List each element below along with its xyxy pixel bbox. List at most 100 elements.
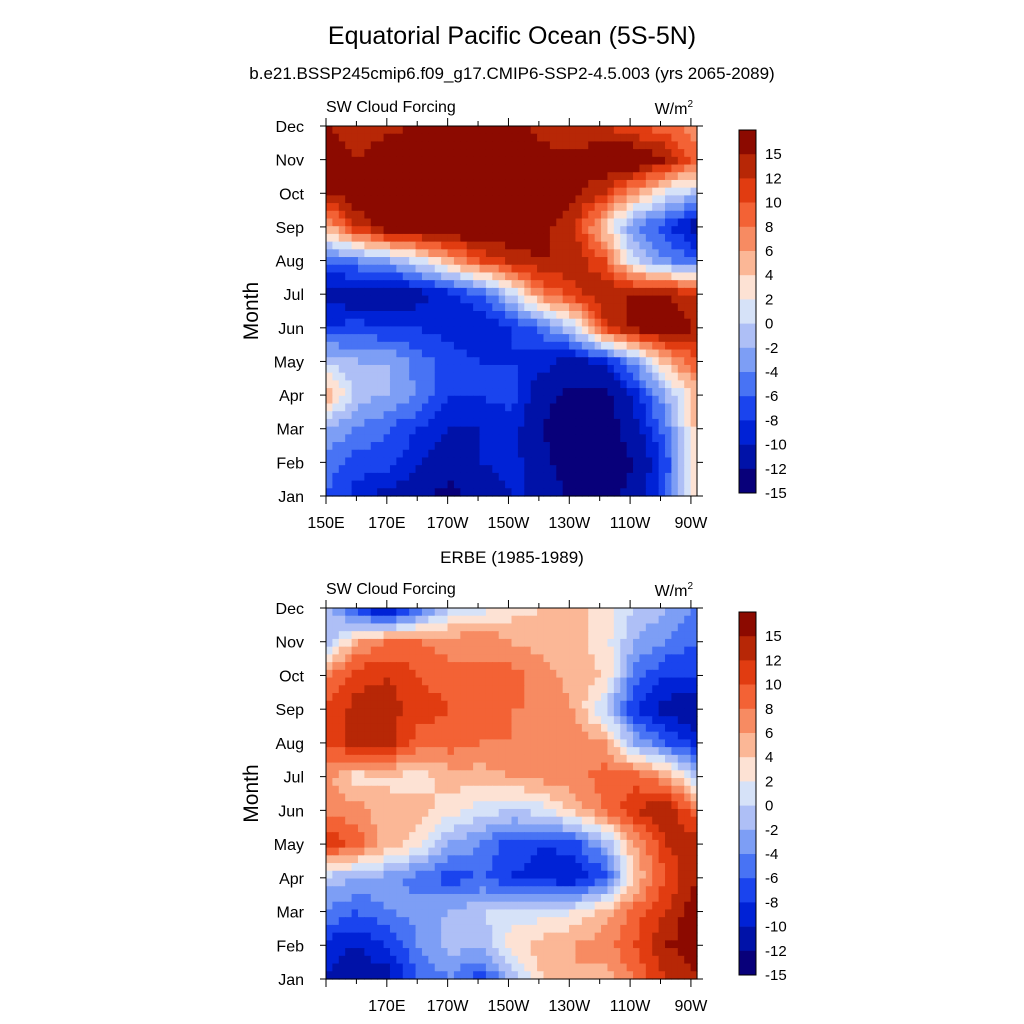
field-cell bbox=[677, 793, 685, 802]
field-cell bbox=[511, 418, 519, 428]
field-cell bbox=[326, 855, 333, 864]
field-cell bbox=[575, 126, 583, 135]
field-cell bbox=[671, 677, 679, 686]
field-cell bbox=[479, 708, 487, 717]
field-cell bbox=[370, 488, 378, 497]
field-cell bbox=[498, 126, 506, 135]
field-cell bbox=[428, 693, 436, 702]
field-cell bbox=[690, 816, 698, 826]
field-cell bbox=[338, 264, 346, 274]
field-cell bbox=[332, 133, 340, 143]
field-cell bbox=[447, 434, 455, 443]
field-cell bbox=[473, 380, 481, 389]
field-cell bbox=[447, 442, 455, 451]
field-cell bbox=[441, 662, 449, 671]
field-cell bbox=[460, 241, 468, 250]
field-cell bbox=[421, 226, 429, 235]
field-cell bbox=[473, 426, 481, 435]
field-cell bbox=[588, 716, 596, 725]
field-cell bbox=[633, 303, 641, 312]
field-cell bbox=[684, 164, 692, 173]
field-cell bbox=[377, 739, 385, 748]
field-cell bbox=[453, 411, 461, 420]
field-cell bbox=[332, 287, 340, 297]
field-cell bbox=[530, 388, 538, 397]
field-cell bbox=[652, 465, 660, 474]
field-cell bbox=[505, 677, 513, 686]
field-cell bbox=[485, 141, 493, 150]
field-cell bbox=[511, 349, 519, 358]
field-cell bbox=[556, 264, 564, 274]
field-cell bbox=[633, 700, 641, 710]
field-cell bbox=[364, 731, 372, 740]
field-cell bbox=[665, 623, 673, 632]
field-cell bbox=[620, 364, 628, 374]
field-cell bbox=[396, 449, 404, 459]
field-cell bbox=[569, 295, 577, 304]
field-cell bbox=[351, 747, 359, 756]
field-cell bbox=[543, 218, 551, 227]
field-cell bbox=[569, 179, 577, 189]
field-cell bbox=[441, 380, 449, 389]
field-cell bbox=[537, 685, 545, 694]
field-cell bbox=[549, 863, 557, 872]
field-cell bbox=[601, 654, 609, 663]
field-cell bbox=[620, 303, 628, 312]
field-cell bbox=[428, 257, 436, 266]
field-cell bbox=[351, 395, 359, 405]
field-cell bbox=[466, 870, 474, 880]
field-cell bbox=[677, 677, 685, 686]
field-cell bbox=[581, 334, 589, 343]
field-cell bbox=[645, 480, 653, 489]
field-cell bbox=[389, 785, 397, 795]
field-cell bbox=[690, 662, 698, 671]
field-cell bbox=[326, 249, 333, 258]
field-cell bbox=[543, 349, 551, 358]
field-cell bbox=[639, 785, 647, 795]
field-cell bbox=[639, 442, 647, 451]
field-cell bbox=[402, 863, 410, 872]
field-cell bbox=[652, 403, 660, 412]
field-cell bbox=[690, 449, 698, 459]
field-cell bbox=[428, 233, 436, 243]
field-cell bbox=[370, 388, 378, 397]
field-cell bbox=[498, 349, 506, 358]
field-cell bbox=[562, 816, 570, 826]
field-cell bbox=[473, 816, 481, 826]
field-cell bbox=[453, 141, 461, 150]
field-cell bbox=[549, 195, 557, 204]
field-cell bbox=[364, 149, 372, 158]
field-cell bbox=[569, 318, 577, 328]
field-cell bbox=[332, 654, 340, 663]
field-cell bbox=[601, 723, 609, 733]
field-cell bbox=[684, 341, 692, 351]
field-cell bbox=[332, 886, 340, 895]
field-cell bbox=[556, 195, 564, 204]
field-cell bbox=[409, 716, 417, 725]
field-cell bbox=[441, 839, 449, 849]
field-cell bbox=[677, 770, 685, 779]
field-cell bbox=[351, 218, 359, 227]
field-cell bbox=[492, 747, 500, 756]
field-cell bbox=[607, 203, 615, 212]
field-cell bbox=[658, 472, 666, 482]
field-cell bbox=[370, 762, 378, 771]
field-cell bbox=[530, 638, 538, 648]
field-cell bbox=[652, 631, 660, 640]
field-cell bbox=[415, 739, 423, 748]
field-cell bbox=[569, 615, 577, 625]
field-cell bbox=[652, 654, 660, 663]
field-cell bbox=[326, 778, 333, 787]
field-cell bbox=[383, 349, 391, 358]
field-cell bbox=[556, 631, 564, 640]
field-cell bbox=[466, 631, 474, 640]
field-cell bbox=[524, 172, 532, 181]
field-cell bbox=[485, 608, 493, 617]
field-cell bbox=[665, 426, 673, 435]
field-cell bbox=[338, 295, 346, 304]
field-cell bbox=[581, 449, 589, 459]
field-cell bbox=[620, 326, 628, 335]
field-cell bbox=[441, 716, 449, 725]
field-cell bbox=[492, 156, 500, 166]
field-cell bbox=[601, 480, 609, 489]
